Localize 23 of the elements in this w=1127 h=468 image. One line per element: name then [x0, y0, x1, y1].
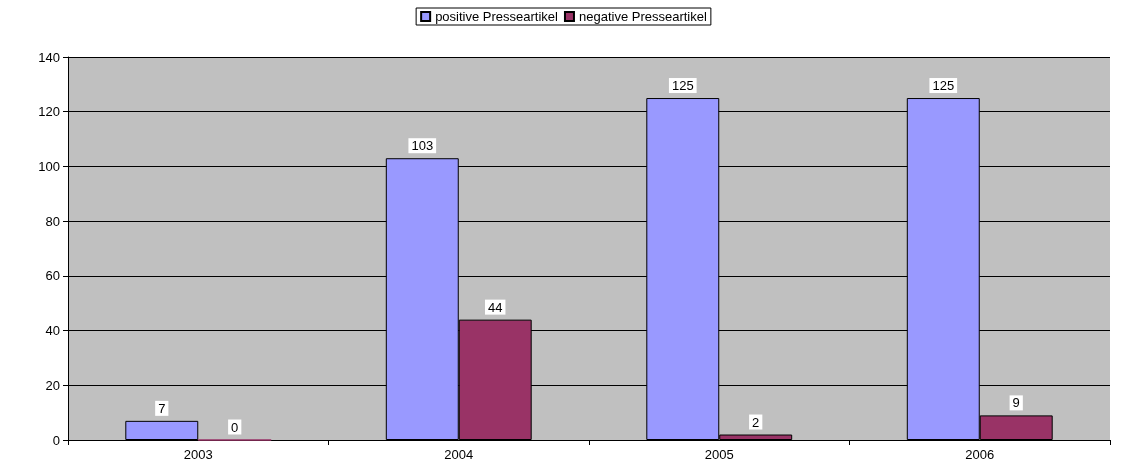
data-label: 44: [487, 299, 503, 315]
data-label: 125: [671, 78, 694, 94]
y-tick-label: 0: [52, 432, 60, 448]
y-tick-label: 40: [45, 323, 60, 339]
y-tick-label: 20: [45, 377, 60, 393]
data-label: 103: [411, 138, 434, 154]
data-label: 0: [231, 419, 239, 435]
x-tick-label: 2004: [444, 447, 474, 462]
data-label: 9: [1012, 395, 1020, 411]
data-label: 7: [158, 400, 166, 416]
y-tick-label: 80: [45, 213, 60, 229]
x-tick-label: 2003: [183, 447, 213, 462]
data-label: 2: [752, 414, 760, 430]
y-tick-label: 140: [38, 49, 60, 65]
y-tick-label: 60: [45, 268, 60, 284]
legend-label: positive Presseartikel: [435, 9, 559, 24]
y-tick-label: 100: [38, 158, 60, 174]
bar: [125, 420, 199, 440]
x-tick-label: 2005: [704, 447, 734, 462]
legend-label: negative Presseartikel: [578, 9, 707, 24]
x-tick-label: 2006: [965, 447, 995, 462]
y-tick-label: 120: [38, 104, 60, 120]
data-label: 125: [932, 78, 955, 94]
